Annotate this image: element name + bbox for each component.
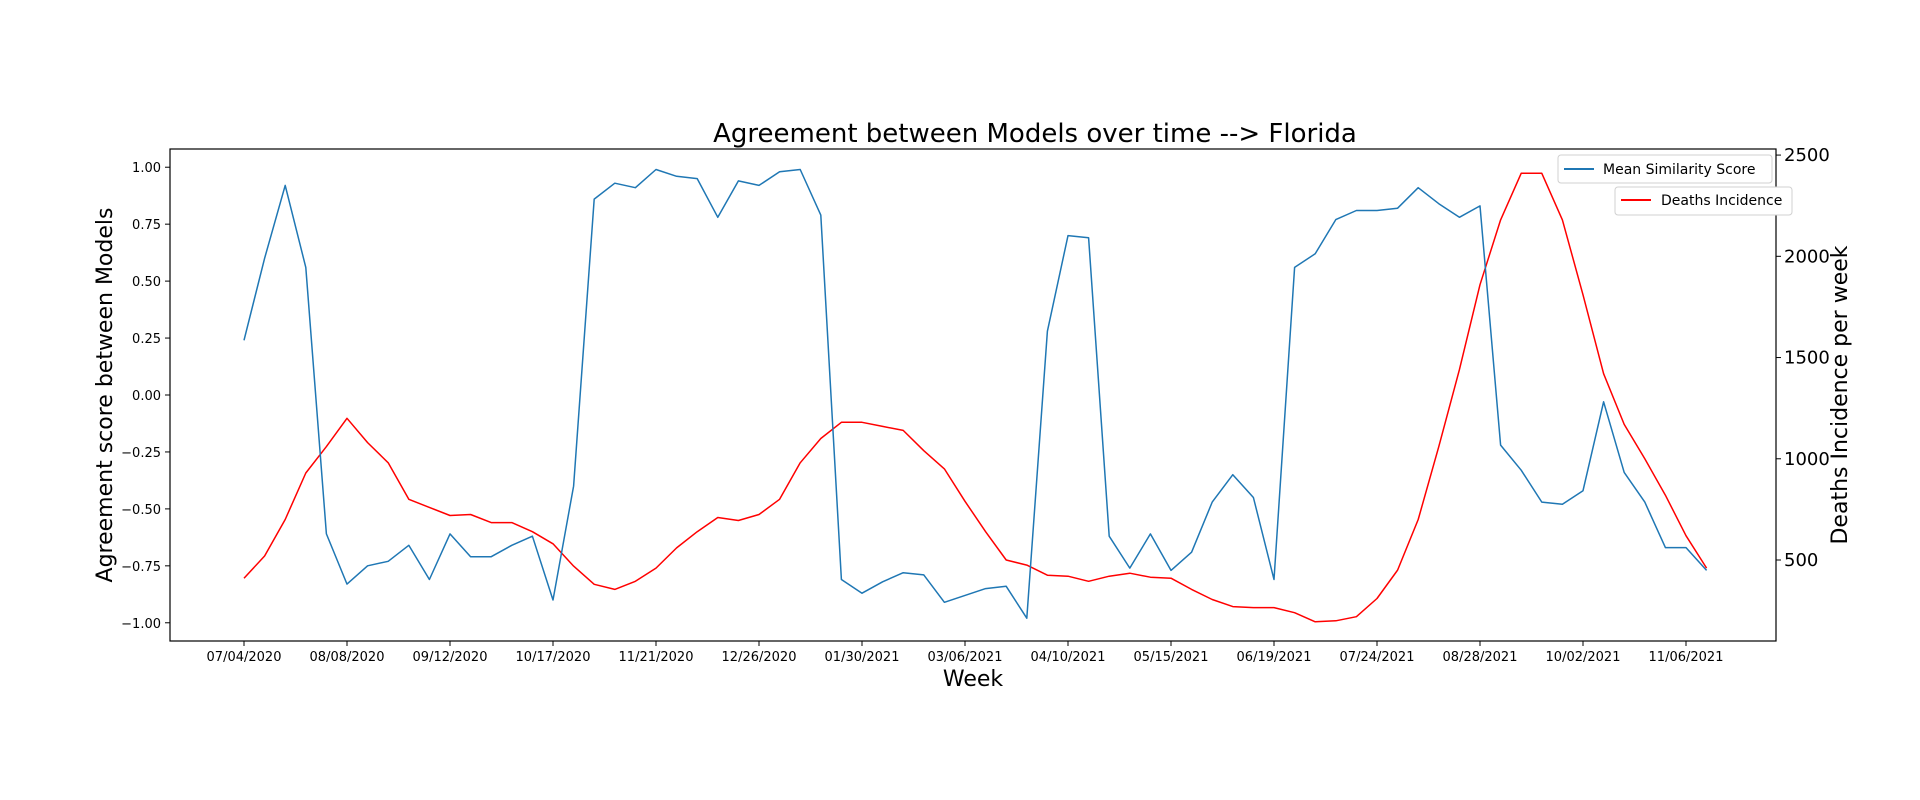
plot-series: [243, 168, 1708, 623]
right-y-tick-label: 1500: [1784, 348, 1830, 369]
x-tick-label: 01/30/2021: [825, 650, 900, 665]
x-tick-label: 10/02/2021: [1546, 650, 1621, 665]
x-axis-title: Week: [943, 667, 1004, 692]
x-tick-label: 11/21/2020: [619, 650, 694, 665]
series-line-mean-similarity: [243, 168, 1708, 619]
legend-mean-similarity: Mean Similarity Score: [1557, 154, 1773, 184]
x-ticks: 07/04/2020 08/08/2020 09/12/2020 10/17/2020…: [207, 641, 1724, 665]
plot-frame: [169, 148, 1777, 642]
right-y-tick-label: 1000: [1784, 449, 1830, 470]
left-y-tick-label: 0.75: [132, 218, 161, 233]
x-tick-label: 04/10/2021: [1031, 650, 1106, 665]
left-y-axis-title: Agreement score between Models: [93, 208, 118, 583]
x-tick-label: 03/06/2021: [928, 650, 1003, 665]
left-y-tick-label: −1.00: [121, 617, 161, 632]
legend-box: [1557, 154, 1773, 184]
legend-label-deaths-incidence: Deaths Incidence: [1661, 193, 1782, 209]
x-tick-label: 05/15/2021: [1134, 650, 1209, 665]
chart-title: Agreement between Models over time --> F…: [713, 119, 1357, 149]
right-y-tick-label: 500: [1784, 550, 1818, 571]
x-tick-label: 09/12/2020: [413, 650, 488, 665]
right-y-ticks: 2500 2000 1500 1000 500: [1776, 145, 1830, 571]
left-y-ticks: 1.00 0.75 0.50 0.25 0.00 −0.25 −0.50 −0.75 −1.00: [121, 161, 170, 632]
left-y-tick-label: −0.25: [121, 446, 161, 461]
x-tick-label: 10/17/2020: [516, 650, 591, 665]
x-tick-label: 08/08/2020: [310, 650, 385, 665]
legend-label-mean-similarity: Mean Similarity Score: [1603, 162, 1755, 178]
x-tick-label: 07/04/2020: [207, 650, 282, 665]
x-tick-label: 06/19/2021: [1237, 650, 1312, 665]
legend-deaths-incidence: Deaths Incidence: [1614, 186, 1793, 216]
legend-box: [1614, 186, 1793, 216]
left-y-tick-label: 1.00: [132, 161, 161, 176]
x-tick-label: 12/26/2020: [722, 650, 797, 665]
right-y-tick-label: 2000: [1784, 246, 1830, 267]
right-y-axis-title: Deaths Incidence per week: [1828, 245, 1853, 544]
x-tick-label: 11/06/2021: [1649, 650, 1724, 665]
left-y-tick-label: 0.50: [132, 275, 161, 290]
series-line-deaths-incidence: [243, 172, 1708, 623]
x-tick-label: 08/28/2021: [1443, 650, 1518, 665]
left-y-tick-label: 0.25: [132, 332, 161, 347]
right-y-tick-label: 2500: [1784, 145, 1830, 166]
left-y-tick-label: 0.00: [132, 389, 161, 404]
x-tick-label: 07/24/2021: [1340, 650, 1415, 665]
left-y-tick-label: −0.50: [121, 503, 161, 518]
left-y-tick-label: −0.75: [121, 560, 161, 575]
